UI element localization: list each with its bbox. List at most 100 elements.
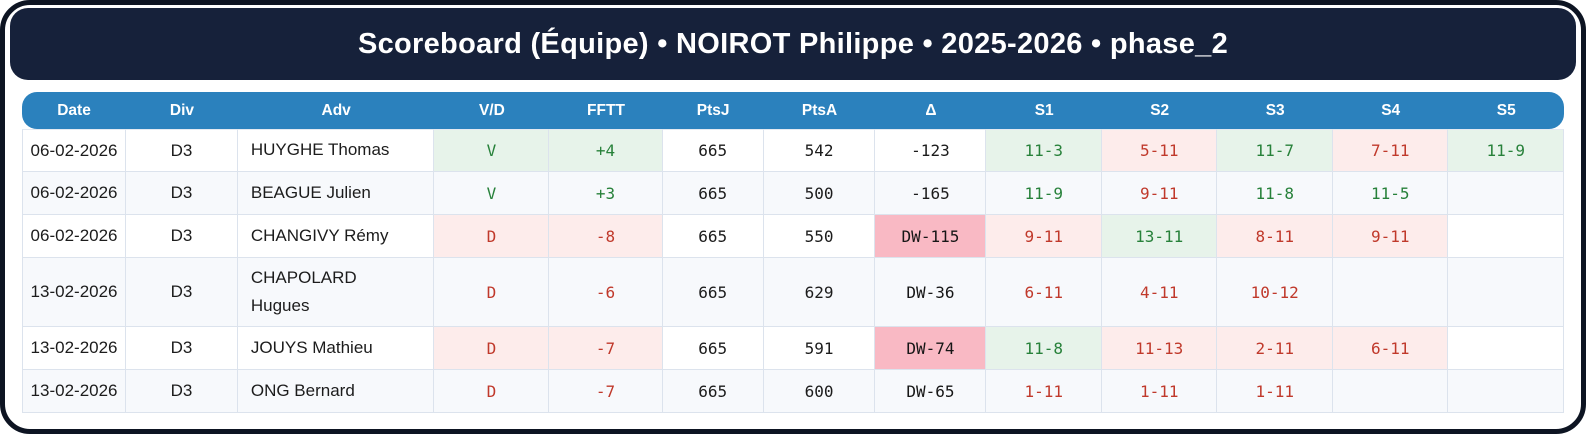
column-header-s3: S3 — [1217, 92, 1333, 129]
cell-set-s4: 11-5 — [1332, 172, 1449, 215]
cell-set-s4 — [1332, 370, 1449, 414]
cell-set-s5 — [1448, 327, 1564, 371]
cell-set-s5 — [1448, 370, 1564, 414]
cell-ptsa: 600 — [763, 370, 876, 414]
table-row: 13-02-2026 D3 JOUYS Mathieu D -7 665 591 DW-74 1… — [22, 327, 1564, 371]
cell-delta: DW-74 — [875, 327, 987, 371]
cell-set-s5: 11-9 — [1448, 129, 1564, 172]
cell-set-s4: 7-11 — [1332, 129, 1449, 172]
cell-date: 06-02-2026 — [22, 215, 127, 258]
cell-set-s3: 10-12 — [1217, 258, 1333, 328]
column-header-s4: S4 — [1332, 92, 1449, 129]
cell-vd: D — [434, 215, 550, 258]
cell-vd: D — [434, 370, 550, 414]
cell-set-s2: 5-11 — [1101, 129, 1218, 172]
column-header-ptsa: PtsA — [763, 92, 876, 129]
page-title: Scoreboard (Équipe) • NOIROT Philippe • … — [357, 27, 1229, 60]
cell-set-s4: 9-11 — [1332, 215, 1449, 258]
cell-fftt: -6 — [549, 258, 663, 328]
cell-set-s1: 11-3 — [986, 129, 1102, 172]
cell-ptsj: 665 — [662, 172, 764, 215]
cell-set-s3: 2-11 — [1217, 327, 1333, 371]
cell-set-s4: 6-11 — [1332, 327, 1449, 371]
table-row: 13-02-2026 D3 CHAPOLARD Hugues D -6 665 629 DW-… — [22, 258, 1564, 328]
cell-set-s2: 4-11 — [1101, 258, 1218, 328]
cell-date: 13-02-2026 — [22, 370, 127, 414]
cell-set-s3: 8-11 — [1217, 215, 1333, 258]
cell-set-s3: 11-7 — [1217, 129, 1333, 172]
cell-set-s1: 9-11 — [986, 215, 1102, 258]
cell-ptsa: 591 — [763, 327, 876, 371]
cell-fftt: +3 — [549, 172, 663, 215]
cell-div: D3 — [126, 370, 238, 414]
cell-fftt: -7 — [549, 327, 663, 371]
cell-ptsj: 665 — [662, 370, 764, 414]
cell-ptsj: 665 — [662, 215, 764, 258]
title-bar: Scoreboard (Équipe) • NOIROT Philippe • … — [10, 8, 1576, 80]
cell-fftt: -8 — [549, 215, 663, 258]
cell-date: 13-02-2026 — [22, 327, 127, 371]
column-header-adv: Adv — [237, 92, 435, 129]
cell-ptsa: 550 — [763, 215, 876, 258]
cell-ptsa: 500 — [763, 172, 876, 215]
cell-set-s5 — [1448, 258, 1564, 328]
cell-date: 06-02-2026 — [22, 172, 127, 215]
cell-ptsj: 665 — [662, 258, 764, 328]
cell-delta: -123 — [875, 129, 987, 172]
cell-div: D3 — [126, 129, 238, 172]
cell-div: D3 — [126, 215, 238, 258]
cell-fftt: +4 — [549, 129, 663, 172]
cell-set-s2: 11-13 — [1101, 327, 1218, 371]
column-header-s2: S2 — [1101, 92, 1218, 129]
cell-set-s1: 1-11 — [986, 370, 1102, 414]
cell-div: D3 — [126, 327, 238, 371]
cell-adv: ONG Bernard — [237, 370, 435, 414]
cell-set-s1: 11-8 — [986, 327, 1102, 371]
cell-set-s2: 13-11 — [1101, 215, 1218, 258]
cell-adv: CHAPOLARD Hugues — [237, 258, 435, 328]
cell-delta: DW-115 — [875, 215, 987, 258]
cell-set-s5 — [1448, 215, 1564, 258]
column-header-date: Date — [22, 92, 127, 129]
cell-set-s4 — [1332, 258, 1449, 328]
column-header-ptsj: PtsJ — [662, 92, 764, 129]
table-row: 06-02-2026 D3 BEAGUE Julien V +3 665 500 -165 11… — [22, 172, 1564, 215]
cell-set-s2: 9-11 — [1101, 172, 1218, 215]
cell-set-s3: 1-11 — [1217, 370, 1333, 414]
cell-adv: CHANGIVY Rémy — [237, 215, 435, 258]
cell-fftt: -7 — [549, 370, 663, 414]
cell-div: D3 — [126, 172, 238, 215]
cell-set-s5 — [1448, 172, 1564, 215]
column-header--: Δ — [875, 92, 987, 129]
scoreboard-table-wrap: Date Div Adv V/D FFTT PtsJ PtsA Δ S1 S2 S3 S4 S5 06-… — [22, 92, 1564, 414]
cell-div: D3 — [126, 258, 238, 328]
column-header-s5: S5 — [1448, 92, 1564, 129]
table-row: 06-02-2026 D3 HUYGHE Thomas V +4 665 542 -123 11… — [22, 129, 1564, 172]
cell-ptsa: 542 — [763, 129, 876, 172]
cell-adv: JOUYS Mathieu — [237, 327, 435, 371]
column-header-fftt: FFTT — [549, 92, 663, 129]
table-row: 06-02-2026 D3 CHANGIVY Rémy D -8 665 550 DW-115… — [22, 215, 1564, 258]
table-row: 13-02-2026 D3 ONG Bernard D -7 665 600 DW-65 1-1… — [22, 370, 1564, 414]
cell-set-s3: 11-8 — [1217, 172, 1333, 215]
cell-date: 13-02-2026 — [22, 258, 127, 328]
cell-delta: DW-65 — [875, 370, 987, 414]
scoreboard-table: Date Div Adv V/D FFTT PtsJ PtsA Δ S1 S2 S3 S4 S5 06-… — [22, 92, 1564, 414]
cell-delta: DW-36 — [875, 258, 987, 328]
cell-set-s2: 1-11 — [1101, 370, 1218, 414]
cell-vd: D — [434, 327, 550, 371]
column-header-div: Div — [126, 92, 238, 129]
cell-delta: -165 — [875, 172, 987, 215]
cell-ptsa: 629 — [763, 258, 876, 328]
column-header-v-d: V/D — [434, 92, 550, 129]
cell-adv: HUYGHE Thomas — [237, 129, 435, 172]
column-header-s1: S1 — [986, 92, 1102, 129]
cell-vd: V — [434, 129, 550, 172]
table-header-row: Date Div Adv V/D FFTT PtsJ PtsA Δ S1 S2 S3 S4 S5 — [22, 92, 1564, 129]
cell-set-s1: 6-11 — [986, 258, 1102, 328]
cell-adv: BEAGUE Julien — [237, 172, 435, 215]
cell-vd: V — [434, 172, 550, 215]
cell-ptsj: 665 — [662, 327, 764, 371]
cell-date: 06-02-2026 — [22, 129, 127, 172]
